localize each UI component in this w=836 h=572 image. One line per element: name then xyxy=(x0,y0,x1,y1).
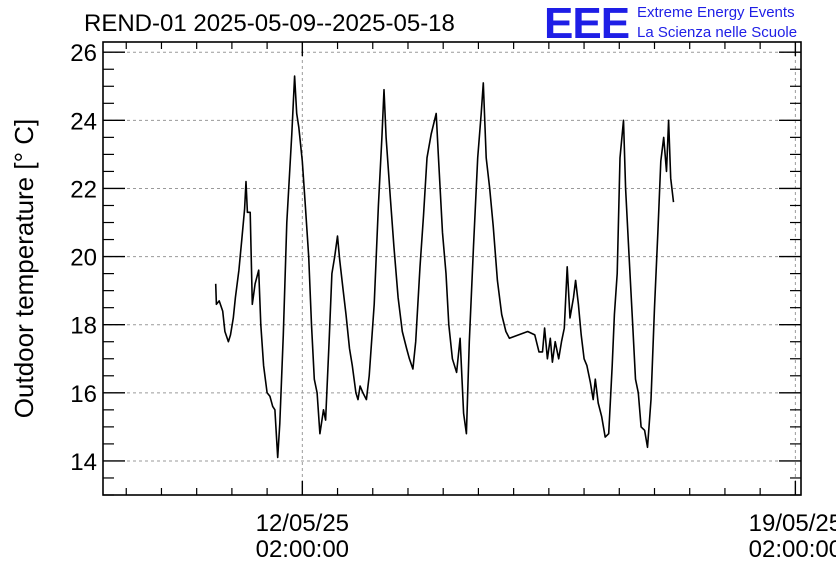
logo-caption-line2: La Scienza nelle Scuole xyxy=(637,24,798,41)
x-tick-time-label: 02:00:00 xyxy=(749,536,836,563)
x-tick-time-label: 02:00:00 xyxy=(256,536,349,563)
x-tick-date-label: 12/05/25 xyxy=(256,510,349,537)
y-tick-label: 22 xyxy=(70,176,97,203)
eee-logo: EEE xyxy=(544,0,630,48)
tick-labels: 1416182022242612/05/2502:00:0019/05/2502… xyxy=(70,40,836,563)
y-tick-label: 16 xyxy=(70,381,97,408)
y-tick-label: 26 xyxy=(70,40,97,67)
plot-frame xyxy=(102,41,802,496)
axis-ticks xyxy=(103,42,801,496)
x-tick-date-label: 19/05/25 xyxy=(749,510,836,537)
grid-lines xyxy=(103,42,801,495)
logo-caption-line1: Extreme Energy Events xyxy=(637,4,795,21)
temperature-line xyxy=(214,75,675,459)
y-tick-label: 20 xyxy=(70,245,97,272)
y-tick-label: 18 xyxy=(70,313,97,340)
y-axis-label: Outdoor temperature [° C] xyxy=(9,119,39,418)
y-tick-label: 24 xyxy=(70,108,97,135)
chart-title: REND-01 2025-05-09--2025-05-18 xyxy=(84,10,455,37)
y-tick-label: 14 xyxy=(70,449,97,476)
